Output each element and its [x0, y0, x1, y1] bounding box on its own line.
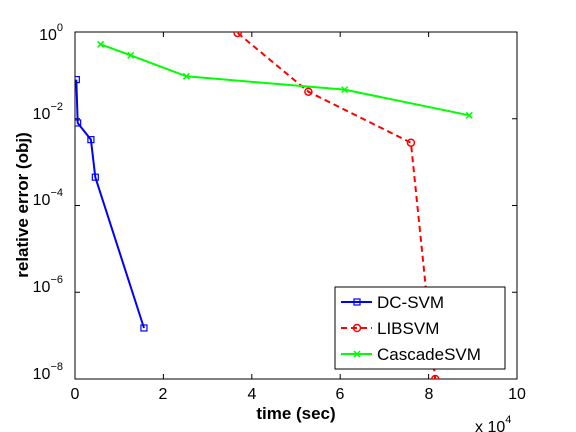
- legend-label-cascadesvm: CascadeSVM: [377, 345, 481, 364]
- point-cascadesvm-3: [341, 86, 349, 94]
- point-cascadesvm-0: [97, 40, 105, 48]
- legend-marker-libsvm: [352, 323, 362, 333]
- x-tick-label-1: 0: [71, 386, 80, 403]
- point-libsvm-1: [304, 87, 313, 96]
- y-tick-label-1: 10−8: [33, 361, 63, 383]
- y-tick-labels: 10−8 10−6 10−4 10−2 100: [33, 22, 63, 383]
- point-cascadesvm-4: [465, 111, 473, 119]
- legend-marker-cascadesvm: [353, 350, 361, 358]
- point-libsvm-3: [430, 374, 440, 379]
- x-axis-title: time (sec): [256, 404, 335, 423]
- legend-label-dc-svm: DC-SVM: [377, 293, 444, 312]
- x-tick-label-2: 2: [159, 386, 168, 403]
- point-dc-svm-3: [91, 173, 99, 181]
- series-dc-svm: [75, 75, 148, 332]
- y-axis-title: relative error (obj): [13, 132, 32, 278]
- point-cascadesvm-2: [182, 72, 190, 80]
- series-libsvm: [233, 32, 440, 379]
- point-dc-svm-4: [140, 324, 148, 332]
- x-tick-label-4: 6: [336, 386, 345, 403]
- legend-entry-libsvm: LIBSVM: [341, 319, 439, 338]
- x-tick-label-5: 8: [425, 386, 434, 403]
- legend: DC-SVM LIBSVM CascadeSVM: [334, 286, 506, 370]
- x-tick-label-3: 4: [248, 386, 257, 403]
- y-tick-label-3: 10−4: [33, 187, 63, 209]
- legend-entry-dc-svm: DC-SVM: [341, 293, 444, 312]
- series-line-dc-svm: [75, 79, 145, 329]
- x-tick-label-6: 10: [508, 386, 526, 403]
- x-axis-multiplier: x 104: [475, 414, 511, 432]
- series-line-libsvm: [237, 32, 437, 379]
- legend-marker-dc-svm: [353, 298, 361, 306]
- x-tick-labels: 0 2 4 6 8 10: [71, 386, 526, 403]
- y-tick-label-5: 100: [39, 22, 63, 44]
- legend-label-libsvm: LIBSVM: [377, 319, 439, 338]
- y-tick-label-2: 10−6: [33, 274, 63, 296]
- y-tick-label-4: 10−2: [33, 101, 63, 123]
- point-dc-svm-1: [75, 119, 82, 127]
- series-layer: [75, 32, 473, 379]
- point-libsvm-2: [406, 138, 416, 147]
- point-dc-svm-0: [75, 75, 80, 84]
- legend-entry-cascadesvm: CascadeSVM: [341, 345, 481, 364]
- series-cascadesvm: [97, 40, 473, 119]
- point-dc-svm-2: [87, 136, 95, 144]
- point-libsvm-0: [233, 32, 242, 38]
- point-cascadesvm-1: [127, 51, 135, 59]
